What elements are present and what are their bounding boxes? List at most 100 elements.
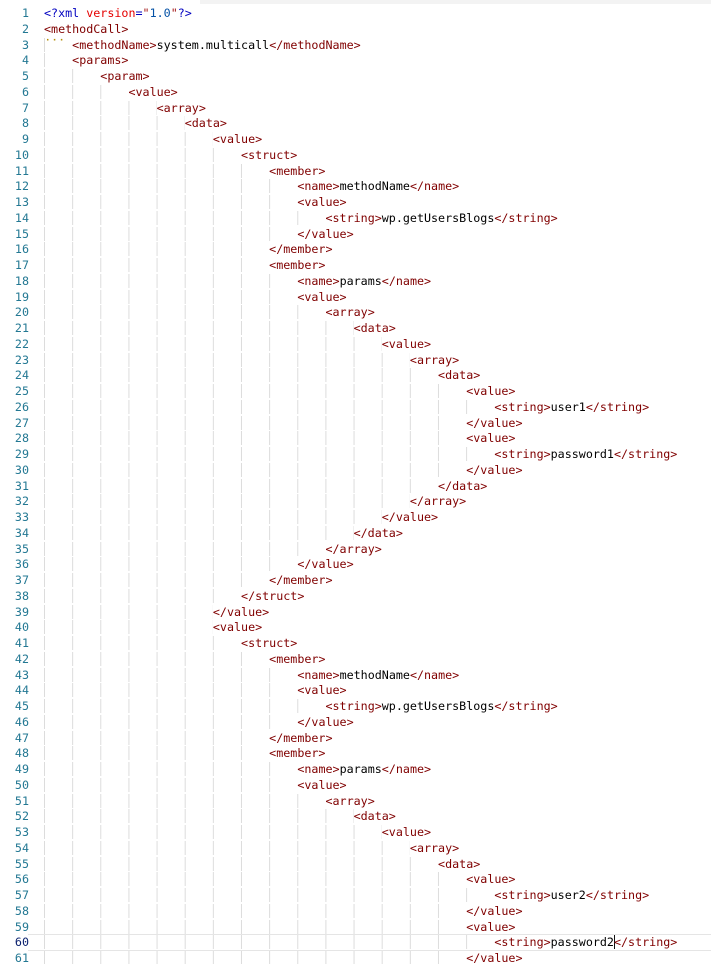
code-line[interactable]: 49 <name>params</name> xyxy=(0,762,711,778)
code-line[interactable]: 23 <array> xyxy=(0,352,711,369)
code-line[interactable]: 26 <string>user1</string> xyxy=(0,399,711,416)
code-line[interactable]: 35 </array> xyxy=(0,541,711,558)
code-line[interactable]: 8 <data> xyxy=(0,116,711,132)
line-number[interactable]: 34 xyxy=(14,525,29,540)
code-line[interactable]: 59 <value> xyxy=(0,919,711,936)
code-line[interactable]: 3 <methodName>system.multicall</methodNa… xyxy=(0,37,711,54)
code-line[interactable]: 19 <value> xyxy=(0,289,711,306)
code-line[interactable]: 4 <params> xyxy=(0,53,711,69)
code-line[interactable]: 22 <value> xyxy=(0,336,711,353)
code-line[interactable]: 31 </data> xyxy=(0,478,711,495)
line-number[interactable]: 5 xyxy=(21,69,29,83)
code-line[interactable]: 38 </struct> xyxy=(0,588,711,605)
code-line[interactable]: 24 <data> xyxy=(0,368,711,384)
line-number[interactable]: 32 xyxy=(14,494,29,509)
code-line[interactable]: 57 <string>user2</string> xyxy=(0,888,711,904)
line-number[interactable]: 11 xyxy=(14,163,29,178)
line-number[interactable]: 41 xyxy=(14,636,29,650)
line-number[interactable]: 22 xyxy=(14,336,29,351)
code-line[interactable]: 2 <methodCall> xyxy=(0,22,711,38)
line-number[interactable]: 55 xyxy=(14,856,29,871)
code-line[interactable]: 48 <member> xyxy=(0,746,711,762)
line-number[interactable]: 35 xyxy=(14,541,29,556)
code-line[interactable]: 5 <param> xyxy=(0,69,711,85)
line-number[interactable]: 8 xyxy=(21,116,29,131)
code-line[interactable]: 56 <value> xyxy=(0,872,711,888)
active-tab-edge[interactable] xyxy=(0,0,200,4)
code-line[interactable]: 61 </value> xyxy=(0,951,711,964)
line-number[interactable]: 53 xyxy=(14,825,29,839)
line-number[interactable]: 21 xyxy=(14,321,29,335)
line-number[interactable]: 16 xyxy=(14,242,29,257)
line-number[interactable]: 13 xyxy=(14,195,29,209)
code-line[interactable]: 28 <value> xyxy=(0,431,711,447)
line-number[interactable]: 40 xyxy=(14,620,29,635)
line-number[interactable]: 44 xyxy=(14,683,29,698)
line-number[interactable]: 23 xyxy=(14,352,29,367)
line-number[interactable]: 19 xyxy=(14,289,29,304)
code-line[interactable]: 32 </array> xyxy=(0,494,711,510)
code-line[interactable]: 20 <array> xyxy=(0,305,711,321)
code-line[interactable]: 1 <?xml version="1.0"?> xyxy=(0,6,711,22)
line-number[interactable]: 38 xyxy=(14,588,29,603)
code-line[interactable]: 30 </value> xyxy=(0,462,711,479)
line-number[interactable]: 52 xyxy=(14,809,29,824)
line-number[interactable]: 61 xyxy=(14,951,29,964)
code-line[interactable]: 18 <name>params</name> xyxy=(0,273,711,290)
code-line[interactable]: 47 </member> xyxy=(0,730,711,747)
line-number[interactable]: 30 xyxy=(14,462,29,477)
code-line[interactable]: 17 <member> xyxy=(0,258,711,274)
line-number[interactable]: 10 xyxy=(14,147,29,162)
code-line[interactable]: 37 </member> xyxy=(0,573,711,589)
code-line[interactable]: 27 </value> xyxy=(0,415,711,432)
code-line[interactable]: 55 <data> xyxy=(0,856,711,873)
line-number[interactable]: 7 xyxy=(21,100,29,115)
code-line[interactable]: 34 </data> xyxy=(0,525,711,542)
code-line[interactable]: 46 </value> xyxy=(0,714,711,731)
line-number[interactable]: 17 xyxy=(14,258,29,272)
code-line[interactable]: 36 </value> xyxy=(0,557,711,573)
code-line[interactable]: 41 <struct> xyxy=(0,636,711,652)
code-line[interactable]: 43 <name>methodName</name> xyxy=(0,667,711,684)
line-number[interactable]: 14 xyxy=(14,210,29,225)
code-line[interactable]: 45 <string>wp.getUsersBlogs</string> xyxy=(0,699,711,715)
line-number[interactable]: 39 xyxy=(14,604,29,619)
line-number[interactable]: 9 xyxy=(21,132,29,146)
code-line[interactable]: 11 <member> xyxy=(0,163,711,180)
code-line[interactable]: 44 <value> xyxy=(0,683,711,699)
code-line[interactable]: 10 <struct> xyxy=(0,147,711,164)
line-number[interactable]: 59 xyxy=(14,919,29,934)
code-line[interactable]: 6 <value> xyxy=(0,84,711,101)
line-number[interactable]: 45 xyxy=(14,699,29,713)
line-number[interactable]: 26 xyxy=(14,399,29,414)
line-number[interactable]: 12 xyxy=(14,179,29,194)
line-number[interactable]: 6 xyxy=(21,84,29,99)
line-number[interactable]: 24 xyxy=(14,368,29,383)
line-number[interactable]: 50 xyxy=(14,777,29,792)
line-number[interactable]: 29 xyxy=(14,447,29,461)
code-line[interactable]: 60 <string>password2</string> xyxy=(0,934,711,951)
line-number[interactable]: 31 xyxy=(14,478,29,493)
line-number[interactable]: 56 xyxy=(14,872,29,887)
code-line[interactable]: 54 <array> xyxy=(0,840,711,857)
line-number[interactable]: 54 xyxy=(14,840,29,855)
line-number[interactable]: 60 xyxy=(14,935,29,950)
line-number[interactable]: 25 xyxy=(14,384,29,398)
code-line[interactable]: 50 <value> xyxy=(0,777,711,794)
line-number[interactable]: 3 xyxy=(21,37,29,52)
code-line[interactable]: 40 <value> xyxy=(0,620,711,636)
code-line[interactable]: 42 <member> xyxy=(0,651,711,668)
line-number[interactable]: 1 xyxy=(21,6,29,20)
line-number[interactable]: 15 xyxy=(14,226,29,241)
line-number[interactable]: 28 xyxy=(14,431,29,446)
code-line[interactable]: 58 </value> xyxy=(0,903,711,920)
line-number[interactable]: 4 xyxy=(21,53,29,68)
code-line[interactable]: 25 <value> xyxy=(0,384,711,400)
code-line[interactable]: 15 </value> xyxy=(0,226,711,243)
code-line[interactable]: 9 <value> xyxy=(0,132,711,148)
code-line[interactable]: 52 <data> xyxy=(0,809,711,825)
line-number[interactable]: 58 xyxy=(14,903,29,918)
code-line[interactable]: 39 </value> xyxy=(0,604,711,621)
code-line[interactable]: 51 <array> xyxy=(0,793,711,810)
line-number[interactable]: 43 xyxy=(14,667,29,682)
